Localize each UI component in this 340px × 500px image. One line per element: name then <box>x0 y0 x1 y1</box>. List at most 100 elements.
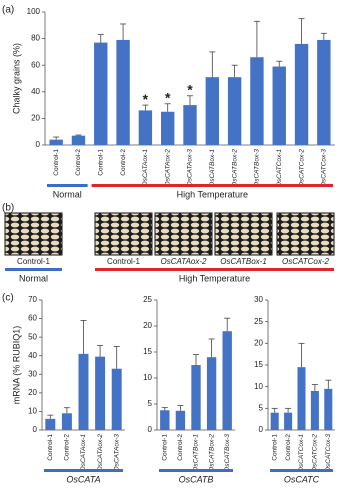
group-label: OsCATA <box>66 474 100 484</box>
x-tick-label: Control-2 <box>75 149 82 176</box>
bar <box>116 39 130 145</box>
y-tick-label: 10 <box>143 373 152 382</box>
group-label: OsCATB <box>179 474 214 484</box>
panel-label: (c) <box>2 293 14 304</box>
grain-photo <box>94 212 153 256</box>
y-tick-label: 30 <box>28 369 37 378</box>
error-bar <box>208 338 215 358</box>
annotation: * <box>143 91 149 107</box>
y-tick-label: 30 <box>254 295 263 304</box>
panel-label: (a) <box>2 5 14 16</box>
x-tick-label: OsCATCox-3 <box>325 434 332 473</box>
x-tick-label: OsCATAox-3 <box>113 434 120 472</box>
x-tick-label: Control-1 <box>271 434 278 461</box>
grain-photo <box>214 212 273 256</box>
photo-label: OsCATAox-2 <box>161 257 207 266</box>
x-tick-label: OsCATCox-2 <box>298 149 305 188</box>
error-bar <box>53 136 60 140</box>
bar <box>161 111 175 145</box>
x-tick-label: OsCATCox-1 <box>298 434 305 473</box>
photo-label: Control-1 <box>107 257 140 266</box>
y-tick-label: 25 <box>254 317 263 326</box>
y-tick-label: 40 <box>28 351 37 360</box>
error-bar <box>276 60 283 67</box>
y-tick-label: 80 <box>31 34 40 43</box>
y-tick-label: 5 <box>148 399 153 408</box>
x-tick-label: OsCATAox-1 <box>142 149 149 187</box>
error-bar <box>80 320 87 354</box>
bar <box>250 57 264 145</box>
x-tick-label: OsCATAox-2 <box>164 149 171 187</box>
y-tick-label: 25 <box>143 295 152 304</box>
bar <box>297 367 306 430</box>
error-bar <box>120 23 127 40</box>
x-tick-label: Control-2 <box>64 434 71 461</box>
group-bar <box>47 184 88 187</box>
photo-label: Control-1 <box>17 257 50 266</box>
error-bar <box>164 103 171 112</box>
error-bar <box>285 407 292 413</box>
error-bar <box>63 407 70 414</box>
error-bar <box>298 342 305 368</box>
y-tick-label: 15 <box>254 360 263 369</box>
bar <box>206 357 217 430</box>
group-label: Normal <box>53 189 82 199</box>
bar <box>227 77 242 145</box>
panel-label: (b) <box>2 203 14 214</box>
error-bar <box>193 354 199 365</box>
bar <box>294 43 309 145</box>
x-tick-label: OsCATAox-3 <box>187 149 194 187</box>
y-tick-label: 0 <box>148 425 153 434</box>
x-tick-label: Control-1 <box>97 149 104 176</box>
x-tick-label: OsCATBox-2 <box>231 149 238 187</box>
group-label: High Temperature <box>179 273 250 283</box>
bar <box>183 105 197 145</box>
error-bar <box>209 51 216 78</box>
group-bar <box>95 268 334 271</box>
bar <box>94 42 108 146</box>
y-tick-label: 15 <box>143 347 152 356</box>
y-tick-label: 20 <box>254 338 263 347</box>
y-tick-label: 100 <box>27 7 41 16</box>
error-bar <box>161 407 168 411</box>
bar <box>270 412 279 430</box>
bar <box>138 110 153 145</box>
bar <box>45 418 56 430</box>
x-tick-label: OsCATBox-3 <box>254 149 261 187</box>
x-tick-label: OsCATBox-2 <box>208 434 215 472</box>
error-bar <box>97 345 104 357</box>
y-tick-label: 40 <box>31 87 40 96</box>
y-tick-label: 0 <box>36 140 41 149</box>
group-bar <box>159 469 233 472</box>
x-tick-label: OsCATBox-1 <box>193 434 200 472</box>
annotation: * <box>165 89 171 105</box>
annotation: * <box>187 81 193 97</box>
bar <box>324 388 333 430</box>
x-tick-label: Control-1 <box>47 434 54 461</box>
bar <box>175 410 186 430</box>
y-tick-label: 0 <box>259 425 264 434</box>
bar <box>95 356 106 430</box>
y-tick-label: 20 <box>28 388 37 397</box>
x-tick-label: OsCATAox-2 <box>97 434 104 472</box>
y-tick-label: 20 <box>143 321 152 330</box>
bar <box>205 77 219 145</box>
y-tick-label: 70 <box>28 295 37 304</box>
y-tick-label: 10 <box>254 382 263 391</box>
group-bar <box>91 184 333 187</box>
error-bar <box>253 20 260 58</box>
error-bar <box>187 95 193 106</box>
error-bar <box>231 64 238 78</box>
grain-photo <box>4 212 63 256</box>
x-tick-label: Control-1 <box>162 434 169 461</box>
group-label: Normal <box>19 273 48 283</box>
group-bar <box>270 469 333 472</box>
bar <box>310 391 319 430</box>
x-tick-label: Control-2 <box>177 434 184 461</box>
y-tick-label: 5 <box>259 403 264 412</box>
y-axis-title: mRNA (% RUBIQ1) <box>11 326 21 405</box>
y-tick-label: 60 <box>31 60 40 69</box>
bar <box>78 353 89 430</box>
y-tick-label: 10 <box>28 407 37 416</box>
y-tick-label: 60 <box>28 314 37 323</box>
